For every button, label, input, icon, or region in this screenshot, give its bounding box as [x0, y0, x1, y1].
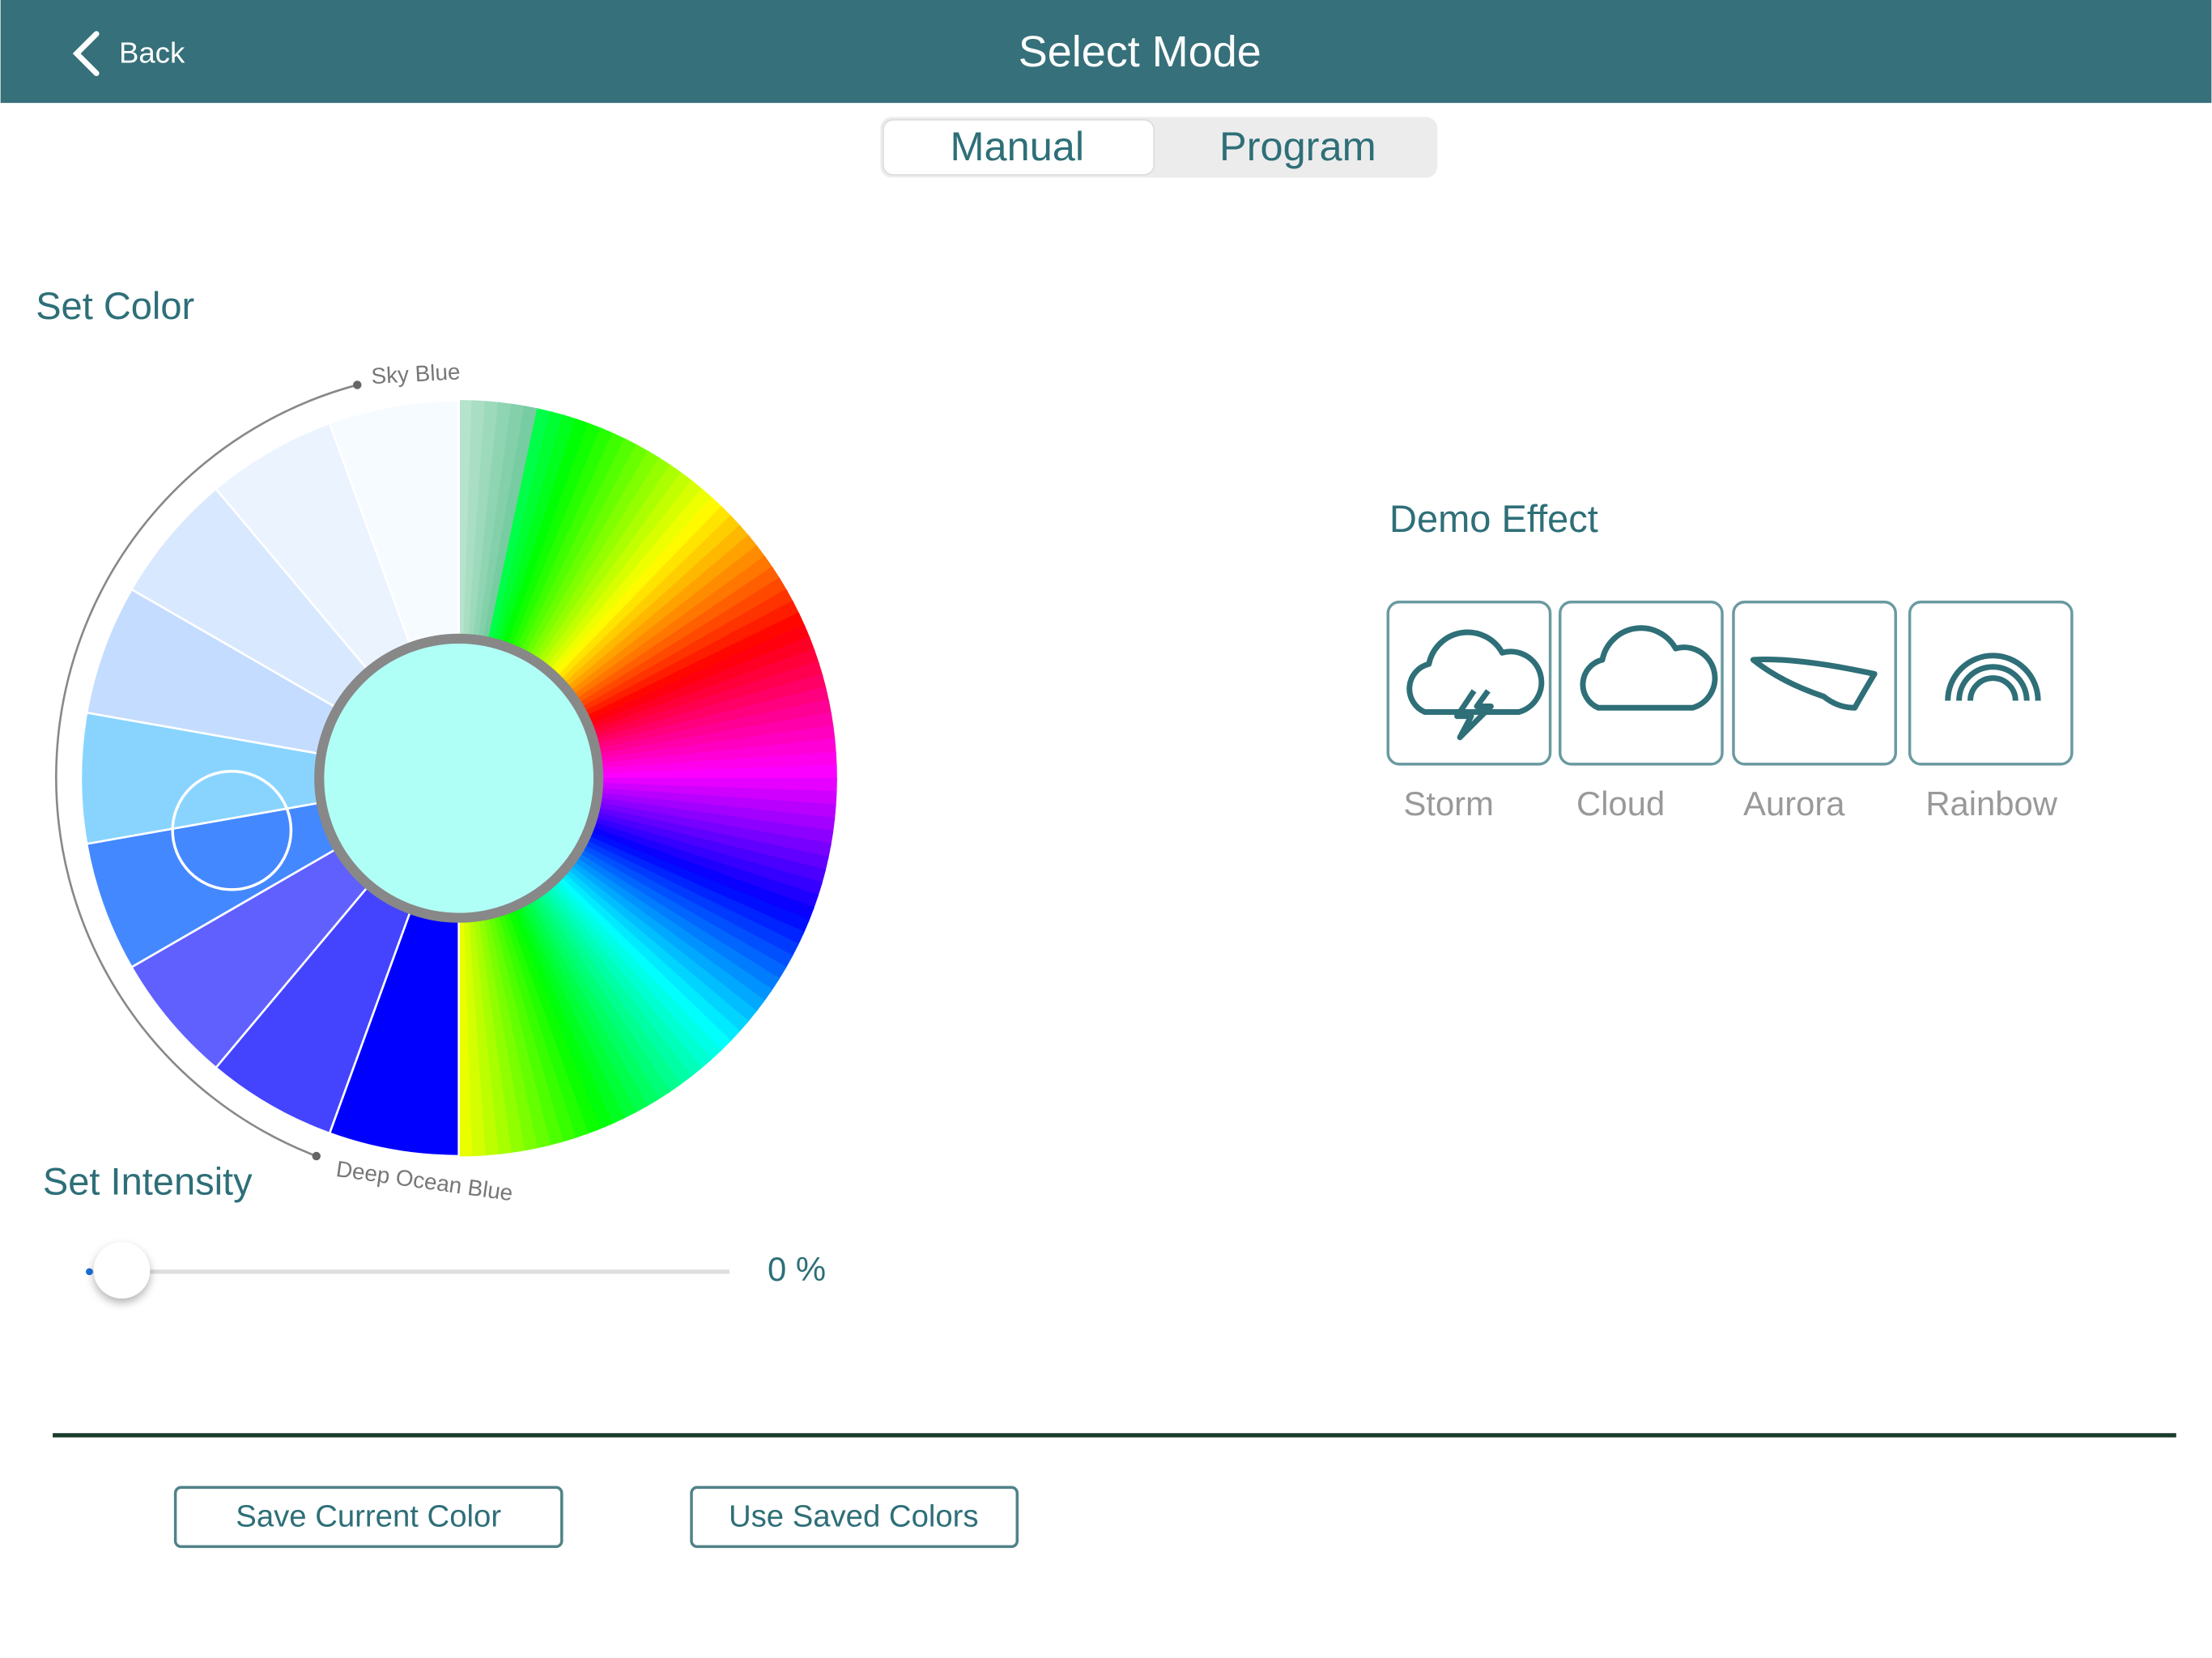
button-label[interactable]: Use Saved Colors [729, 1499, 979, 1534]
effect-icon [1580, 625, 1718, 711]
range-dot [353, 380, 362, 389]
intensity-value: 0 % [768, 1250, 826, 1288]
section-title: Demo Effect [1389, 497, 1598, 540]
effect-button[interactable]: Cloud [1559, 600, 1724, 823]
tab-selected-bg [882, 119, 1155, 176]
nav-title: Select Mode [1019, 28, 1261, 76]
effect-label[interactable]: Cloud [1576, 784, 1665, 823]
effect-tile[interactable] [1732, 600, 1897, 766]
section-title: Set Intensity [43, 1159, 253, 1202]
effect-icon [1945, 653, 2041, 701]
button[interactable] [690, 1486, 1019, 1549]
effect-tile[interactable] [1386, 600, 1552, 766]
slider-thumb[interactable] [93, 1242, 151, 1299]
button[interactable] [173, 1486, 564, 1549]
tab[interactable]: Manual [950, 123, 1084, 169]
nav-bar [0, 0, 2212, 104]
effect-icon [1406, 629, 1545, 741]
wheel-range-arc [55, 384, 358, 1158]
effect-label[interactable]: Storm [1403, 784, 1493, 823]
effect-button[interactable]: Storm [1386, 600, 1552, 823]
button-label[interactable]: Save Current Color [236, 1499, 501, 1534]
effect-icon [1750, 657, 1878, 711]
back-button[interactable]: Back [72, 31, 185, 77]
effect-tile[interactable] [1908, 600, 2074, 766]
effect-button[interactable]: Rainbow [1908, 600, 2074, 823]
effect-tile[interactable] [1559, 600, 1724, 766]
selected-color-preview [314, 633, 604, 923]
tab[interactable]: Program [1219, 123, 1376, 169]
back-label[interactable]: Back [119, 36, 185, 70]
effect-button[interactable]: Aurora [1732, 600, 1897, 823]
back-chevron [72, 31, 100, 77]
effect-label[interactable]: Rainbow [1925, 784, 2057, 823]
range-dot [312, 1151, 321, 1161]
wheel-selector[interactable] [171, 769, 293, 891]
slider-fill [86, 1268, 93, 1276]
effect-label[interactable]: Aurora [1743, 784, 1845, 823]
effects-group: Storm Cloud Aurora Rainbow [1386, 600, 2074, 823]
section-title: Set Color [36, 284, 194, 327]
wheel-label: Deep Ocean Blue [334, 1156, 514, 1205]
wheel-label: Sky Blue [371, 359, 461, 389]
